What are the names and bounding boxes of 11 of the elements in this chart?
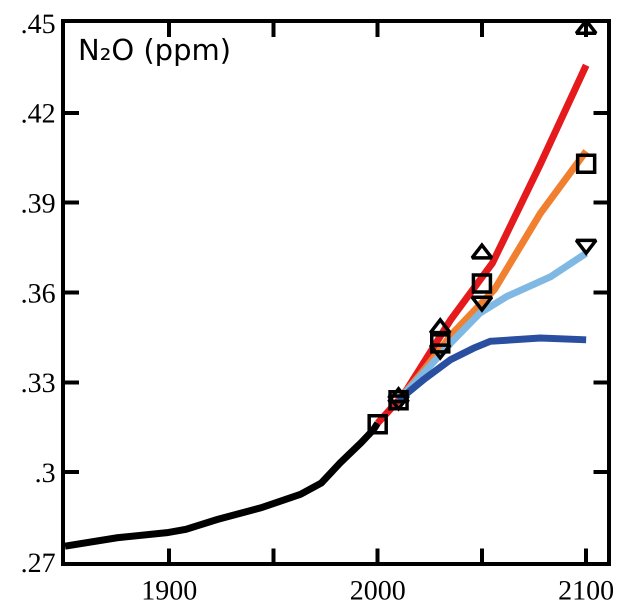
y-tick-label: .33 bbox=[20, 368, 56, 400]
x-tick-label: 2100 bbox=[558, 575, 614, 604]
y-tick-label: .42 bbox=[20, 98, 56, 130]
y-tick-label: .39 bbox=[20, 188, 56, 220]
y-tick-label: .3 bbox=[34, 458, 56, 489]
x-tick-label: 2000 bbox=[350, 575, 406, 604]
annotation: N₂O (ppm) bbox=[78, 33, 232, 67]
x-tick-label: 1900 bbox=[141, 575, 198, 604]
y-tick-label: .27 bbox=[20, 548, 56, 579]
y-tick-label: .45 bbox=[20, 8, 56, 40]
y-tick-label: .36 bbox=[20, 278, 56, 310]
